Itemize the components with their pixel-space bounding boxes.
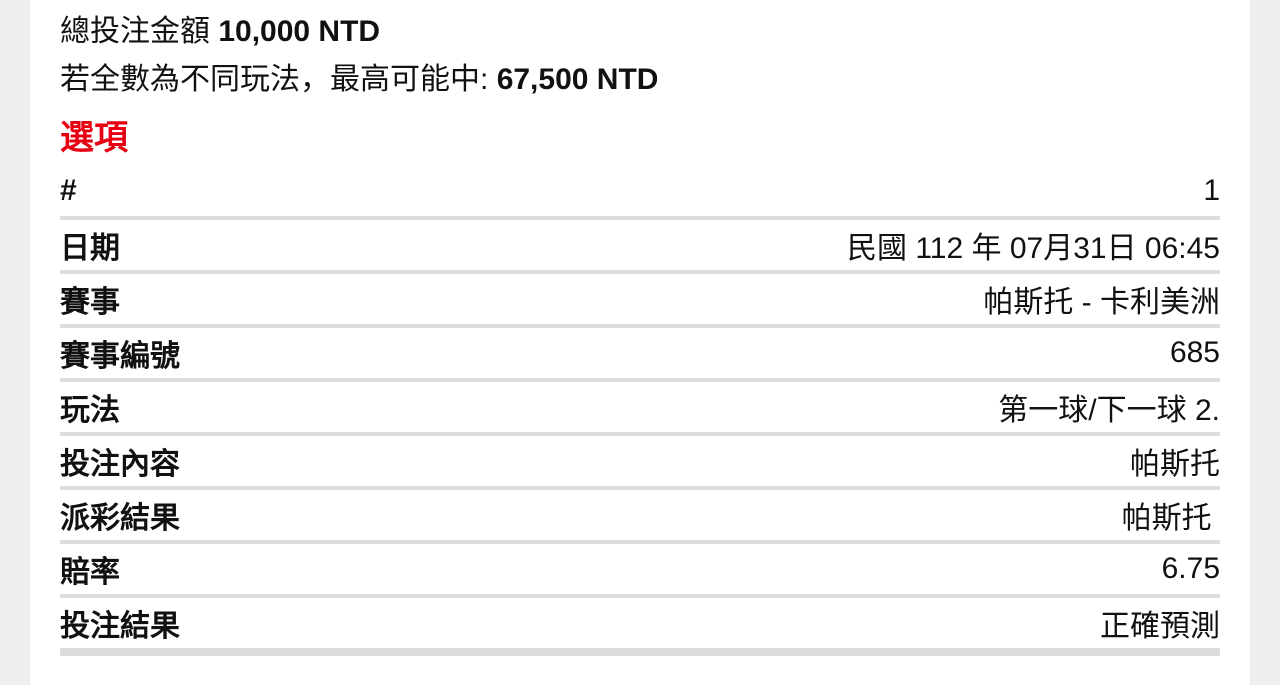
detail-label: 投注結果 xyxy=(60,610,180,643)
detail-value: 帕斯托 xyxy=(1130,448,1220,481)
detail-value: 民國 112 年 07月31日 06:45 xyxy=(847,232,1220,265)
details-table: # 1 日期 民國 112 年 07月31日 06:45 賽事 帕斯托 - 卡利… xyxy=(60,166,1220,656)
detail-row-selection: 投注內容 帕斯托 xyxy=(60,436,1220,490)
detail-value: 正確預測 xyxy=(1100,610,1220,643)
detail-value: 1 xyxy=(1203,174,1220,207)
detail-label: 投注內容 xyxy=(60,448,180,481)
detail-row-payout-result: 派彩結果 帕斯托 xyxy=(60,490,1220,544)
detail-label: 日期 xyxy=(60,232,120,265)
bet-detail-panel: 總投注金額 10,000 NTD 若全數為不同玩法，最高可能中: 67,500 … xyxy=(30,0,1250,685)
detail-value: 6.75 xyxy=(1161,552,1220,585)
detail-row-date: 日期 民國 112 年 07月31日 06:45 xyxy=(60,220,1220,274)
total-stake-label: 總投注金額 xyxy=(60,15,210,48)
detail-label: 賽事編號 xyxy=(60,340,180,373)
detail-value: 685 xyxy=(1169,336,1220,369)
detail-label: # xyxy=(60,174,77,207)
detail-row-match: 賽事 帕斯托 - 卡利美洲 xyxy=(60,274,1220,328)
section-title: 選項 xyxy=(60,119,128,157)
detail-label: 賽事 xyxy=(60,286,120,319)
max-payout-value: 67,500 NTD xyxy=(496,63,659,96)
detail-row-bet-type: 玩法 第一球/下一球 2. xyxy=(60,382,1220,436)
total-stake-value: 10,000 NTD xyxy=(218,15,381,48)
max-payout-line: 若全數為不同玩法，最高可能中: 67,500 NTD xyxy=(60,56,1220,104)
detail-row-odds: 賠率 6.75 xyxy=(60,544,1220,598)
detail-label: 派彩結果 xyxy=(60,502,180,535)
detail-row-bet-result: 投注結果 正確預測 xyxy=(60,598,1220,656)
detail-label: 賠率 xyxy=(60,556,120,589)
detail-value: 帕斯托 xyxy=(1121,502,1220,535)
detail-row-match-id: 賽事編號 685 xyxy=(60,328,1220,382)
total-stake-line: 總投注金額 10,000 NTD xyxy=(60,8,1220,56)
detail-row-number: # 1 xyxy=(60,166,1220,220)
detail-value: 第一球/下一球 2. xyxy=(998,394,1220,427)
detail-value: 帕斯托 - 卡利美洲 xyxy=(983,286,1220,319)
max-payout-label: 若全數為不同玩法，最高可能中: xyxy=(60,63,489,96)
bet-detail-content: 總投注金額 10,000 NTD 若全數為不同玩法，最高可能中: 67,500 … xyxy=(60,0,1220,656)
detail-label: 玩法 xyxy=(60,394,120,427)
